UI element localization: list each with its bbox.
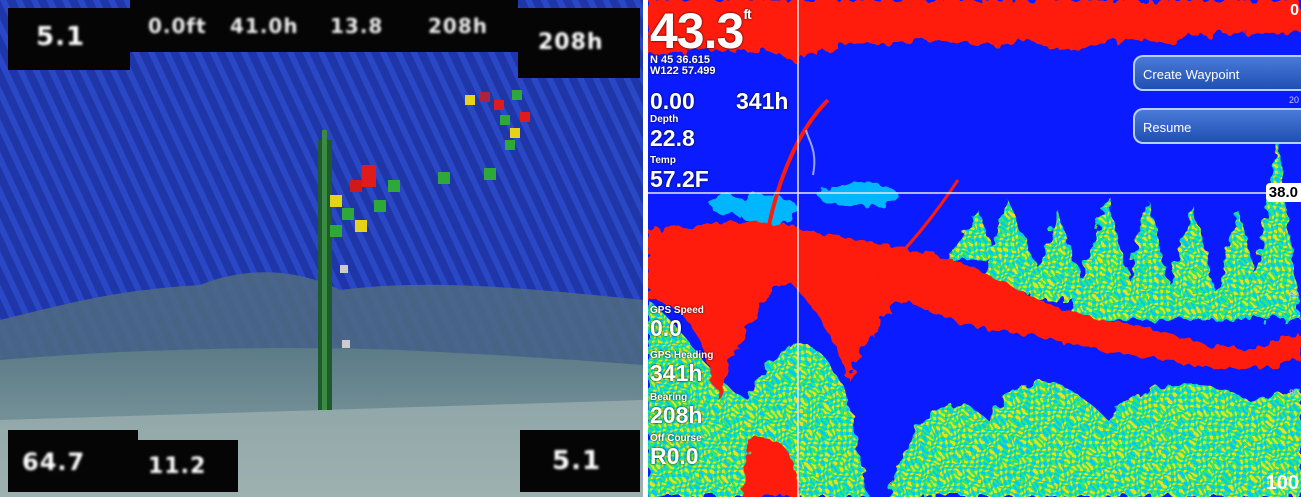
- gps-heading-value: 341h: [650, 360, 703, 386]
- scale-tick: 80: [1288, 388, 1299, 398]
- heading-value: 341h: [736, 88, 789, 114]
- gps-speed-value: 0.0: [650, 315, 682, 341]
- top-value-2: 41.0h: [230, 14, 299, 38]
- top-right-value: 208h: [538, 30, 604, 55]
- bottom-mid-value: 11.2: [148, 454, 207, 479]
- depth2-value: 22.8: [650, 125, 695, 151]
- position-lon: W122 57.499: [650, 65, 716, 77]
- top-value-3: 13.8: [330, 14, 384, 38]
- scale-top: 0: [1290, 2, 1299, 19]
- top-left-value: 5.1: [36, 22, 86, 52]
- scale-cursor-depth: 38.0: [1265, 183, 1301, 202]
- top-left-databox: 5.1: [8, 8, 130, 70]
- gps-heading-label: GPS Heading: [650, 350, 714, 361]
- create-waypoint-button[interactable]: Create Waypoint: [1133, 55, 1301, 91]
- top-right-databox: 208h: [518, 8, 640, 78]
- top-value-1: 0.0ft: [148, 14, 207, 38]
- bottom-right-databox: 5.1: [520, 430, 640, 492]
- temp-label: Temp: [650, 155, 676, 166]
- fish-targets: [330, 90, 530, 348]
- top-value-4: 208h: [428, 14, 488, 38]
- bottom-left-value: 64.7: [22, 448, 86, 476]
- top-databar: 0.0ft 41.0h 13.8 208h: [130, 0, 518, 52]
- temp-value: 57.2F: [650, 166, 709, 192]
- scale-tick: 60: [1288, 290, 1299, 300]
- gps-speed-label: GPS Speed: [650, 305, 704, 316]
- depth-label: Depth: [650, 114, 679, 125]
- position-readout: N 45 36.615 W122 57.499: [650, 55, 715, 77]
- scale-tick: 20: [1288, 95, 1299, 105]
- depth-value: 43.3: [650, 3, 744, 59]
- scale-bottom: 100: [1265, 472, 1299, 494]
- position-lat: N 45 36.615: [650, 54, 710, 66]
- bearing-label: Bearing: [650, 392, 688, 403]
- off-course-value: R0.0: [650, 443, 699, 469]
- speed-value: 0.00: [650, 88, 695, 114]
- bottom-right-value: 5.1: [552, 446, 602, 476]
- bottom-left-databox: 64.7: [8, 430, 138, 492]
- bearing-value: 208h: [650, 402, 703, 428]
- sonar-3d-view: 5.1 0.0ft 41.0h 13.8 208h 208h 64.7 11.2…: [0, 0, 643, 497]
- depth-readout: 43.3ft: [650, 2, 752, 60]
- depth-unit: ft: [743, 6, 751, 22]
- off-course-label: Off Course: [650, 433, 702, 444]
- sonar-2d-view[interactable]: 43.3ft N 45 36.615 W122 57.499 0.00 341h…: [648, 0, 1301, 497]
- bottom-mid-databox: 11.2: [138, 440, 238, 492]
- resume-button[interactable]: Resume: [1133, 108, 1301, 144]
